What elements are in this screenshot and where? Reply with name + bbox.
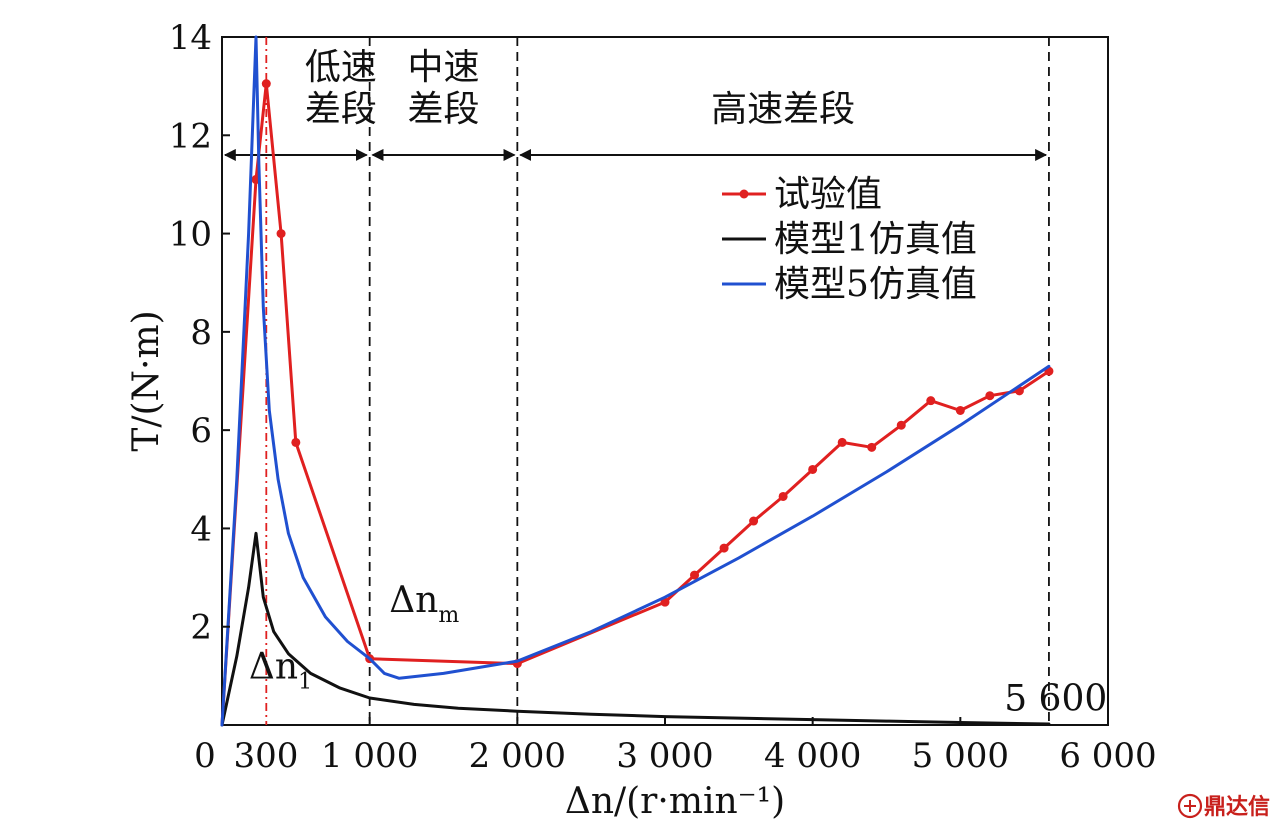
series-1-point-16 [926, 396, 936, 406]
y-tick-label-6: 6 [190, 411, 212, 451]
annotation-dn1: Δn1 [249, 646, 312, 694]
series-1-point-13 [837, 437, 847, 447]
series-1-point-3 [276, 229, 286, 239]
annotation-x5600: 5 600 [1004, 679, 1107, 720]
series-1-point-18 [985, 391, 995, 401]
region-label-0-line-0: 低速 [305, 47, 377, 88]
y-tick-label-12: 12 [169, 116, 212, 156]
watermark: 鼎达信 [1177, 793, 1270, 820]
axis-layer: 0 300 1 000 2 000 3 000 4 000 5 000 6 000 2 4 6 8 10… [126, 18, 1157, 822]
x-tick-label-5000: 5 000 [912, 736, 1009, 776]
watermark-text: 鼎达信 [1204, 794, 1270, 820]
plot-frame [221, 36, 1109, 726]
y-tick-label-4: 4 [190, 509, 212, 549]
legend-marker-1 [739, 189, 749, 199]
legend-label-3: 模型5仿真值 [774, 264, 977, 305]
y-tick-label-10: 10 [169, 215, 212, 255]
series-1-point-11 [778, 491, 788, 501]
x-tick-label-2000: 2 000 [469, 736, 566, 776]
y-tick-label-14: 14 [169, 18, 212, 58]
series-line-3 [220, 35, 1051, 727]
series-line-2 [220, 531, 1051, 727]
series-1-point-12 [808, 464, 818, 474]
series-layer [220, 35, 1054, 727]
series-1-point-8 [690, 570, 700, 580]
legend-label-1: 试验值 [774, 174, 882, 215]
series-1-point-15 [896, 420, 906, 430]
region-label-1-line-1: 差段 [407, 89, 479, 130]
annotation-dnm: Δnm [389, 580, 459, 628]
watermark-logo-mark [1184, 800, 1196, 812]
x-axis-title: Δn/(r·min⁻¹) [565, 781, 785, 822]
series-1-point-14 [867, 442, 877, 452]
region-label-1-line-0: 中速 [407, 47, 479, 88]
series-line-1 [220, 82, 1051, 727]
series-3 [220, 35, 1051, 727]
plot-frame-layer [221, 36, 1109, 726]
x-tick-label-300: 300 [234, 736, 299, 776]
x-tick-label-4000: 4 000 [764, 736, 861, 776]
x-tick-label-1000: 1 000 [321, 736, 418, 776]
x-tick-label-0: 0 [194, 736, 216, 776]
region-label-2-line-0: 高速差段 [711, 89, 855, 130]
series-2 [220, 531, 1051, 727]
x-tick-label-6000: 6 000 [1059, 736, 1156, 776]
series-1-point-10 [749, 516, 759, 526]
y-tick-label-8: 8 [190, 313, 212, 353]
x-tick-label-3000: 3 000 [616, 736, 713, 776]
y-axis-title: T/(N·m) [126, 310, 167, 451]
region-label-0-line-1: 差段 [305, 89, 377, 130]
series-1-point-2 [261, 79, 271, 89]
series-1-point-9 [719, 543, 729, 553]
watermark-logo-icon [1177, 793, 1203, 819]
series-1-point-17 [955, 405, 965, 415]
series-1-point-4 [291, 437, 301, 447]
y-tick-label-2: 2 [190, 608, 212, 648]
legend-label-2: 模型1仿真值 [774, 219, 977, 260]
annotation-layer: Δn1 Δnm 5 600 [249, 580, 1107, 720]
series-1 [220, 79, 1054, 727]
